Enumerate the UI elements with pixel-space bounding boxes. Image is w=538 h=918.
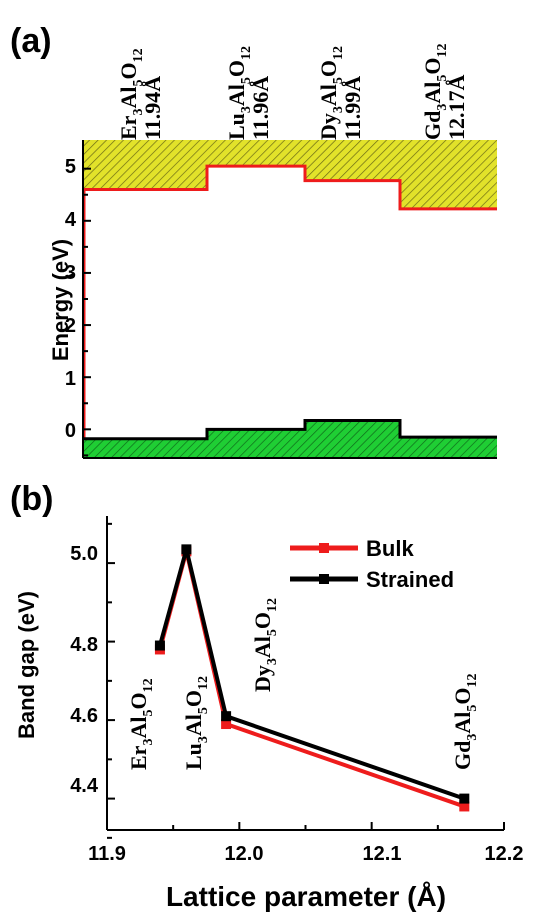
panel-b-xtick-labels: 11.9 12.0 12.1 12.2 <box>88 843 523 865</box>
svg-text:Lu3Al5O12: Lu3Al5O12 <box>181 676 211 770</box>
annotation-er: Er3Al5O12 <box>126 678 156 770</box>
annotation-gd: Gd3Al5O12 <box>450 674 480 770</box>
material-lattice-gd: 12.17Å <box>444 75 469 141</box>
svg-text:Gd3Al5O12: Gd3Al5O12 <box>450 674 480 770</box>
material-label-er: Er3Al5O12 11.94Å <box>116 48 165 140</box>
data-point-strained <box>221 711 232 722</box>
legend-strained-label: Strained <box>366 567 454 592</box>
conduction-band-region <box>83 140 497 209</box>
legend-strained-marker <box>319 574 329 584</box>
ytick-label: 2 <box>65 315 76 337</box>
panel-b-label: (b) <box>10 480 53 518</box>
panel-a-plot-area <box>82 140 497 459</box>
data-point-strained <box>181 544 192 555</box>
panel-b-xlabel: Lattice parameter (Å) <box>166 881 446 912</box>
legend-item-strained: Strained <box>290 567 454 592</box>
panel-b: (b) Band gap (eV) 4.4 4.6 4.8 5.0 11.9 1… <box>10 480 523 912</box>
material-lattice-dy: 11.99Å <box>340 76 365 140</box>
legend-bulk-marker <box>319 543 329 553</box>
conduction-band-edge-line <box>82 164 497 439</box>
annotation-dy: Dy3Al5O12 <box>250 598 280 692</box>
material-label-lu: Lu3Al5O12 11.96Å <box>224 46 273 140</box>
ytick-label: 1 <box>65 368 76 390</box>
ytick-label: 0 <box>65 420 76 442</box>
valence-band-region <box>83 420 497 458</box>
svg-text:Gd3Al5O12: Gd3Al5O12 <box>420 44 450 140</box>
svg-text:Er3Al5O12: Er3Al5O12 <box>116 48 146 140</box>
data-point-bulk <box>221 719 232 730</box>
panel-a-label: (a) <box>10 22 52 60</box>
ytick-label: 5.0 <box>70 543 98 565</box>
series-line-strained <box>158 548 465 801</box>
svg-text:Lu3Al5O12: Lu3Al5O12 <box>224 46 254 140</box>
annotation-lu: Lu3Al5O12 <box>181 676 211 770</box>
data-point-strained <box>459 793 470 804</box>
xtick-label: 12.1 <box>363 843 402 865</box>
svg-text:Er3Al5O12: Er3Al5O12 <box>126 678 156 770</box>
ytick-label: 4.6 <box>70 705 98 727</box>
legend-bulk-label: Bulk <box>366 536 414 561</box>
ytick-label: 3 <box>65 262 76 284</box>
panel-b-annotations: Er3Al5O12 Lu3Al5O12 Dy3Al5O12 Gd3Al5O12 <box>126 598 480 770</box>
xtick-label: 11.9 <box>88 843 126 865</box>
ytick-label: 4.4 <box>70 775 99 797</box>
ytick-label: 4 <box>65 209 77 231</box>
ytick-label: 5 <box>65 156 76 178</box>
panel-b-plot-area <box>106 516 505 839</box>
panel-b-ylabel: Band gap (eV) <box>14 591 39 739</box>
material-label-gd: Gd3Al5O12 12.17Å <box>420 44 469 140</box>
material-labels: Er3Al5O12 11.94Å Lu3Al5O12 11.96Å Dy3Al5… <box>116 44 469 140</box>
svg-text:Dy3Al5O12: Dy3Al5O12 <box>316 46 346 140</box>
legend: Bulk Strained <box>290 536 454 592</box>
ytick-label: 4.8 <box>70 634 98 656</box>
legend-item-bulk: Bulk <box>290 536 414 561</box>
xtick-label: 12.2 <box>485 843 524 865</box>
panel-a-ylabel: Energy (eV) <box>48 239 73 361</box>
data-point-strained <box>154 640 165 651</box>
data-point-bulk <box>459 801 470 812</box>
material-lattice-er: 11.94Å <box>140 76 165 140</box>
panel-b-ytick-labels: 4.4 4.6 4.8 5.0 <box>70 543 99 797</box>
material-lattice-lu: 11.96Å <box>248 76 273 140</box>
xtick-label: 12.0 <box>225 843 264 865</box>
panel-a: (a) Er3Al5O12 11.94Å Lu3Al5O12 11.96Å Dy… <box>10 22 497 459</box>
valence-band-edge-line <box>83 418 497 441</box>
svg-text:Dy3Al5O12: Dy3Al5O12 <box>250 598 280 692</box>
material-label-dy: Dy3Al5O12 11.99Å <box>316 46 365 140</box>
panel-a-ytick-labels: 0 1 2 3 4 5 <box>65 156 77 442</box>
